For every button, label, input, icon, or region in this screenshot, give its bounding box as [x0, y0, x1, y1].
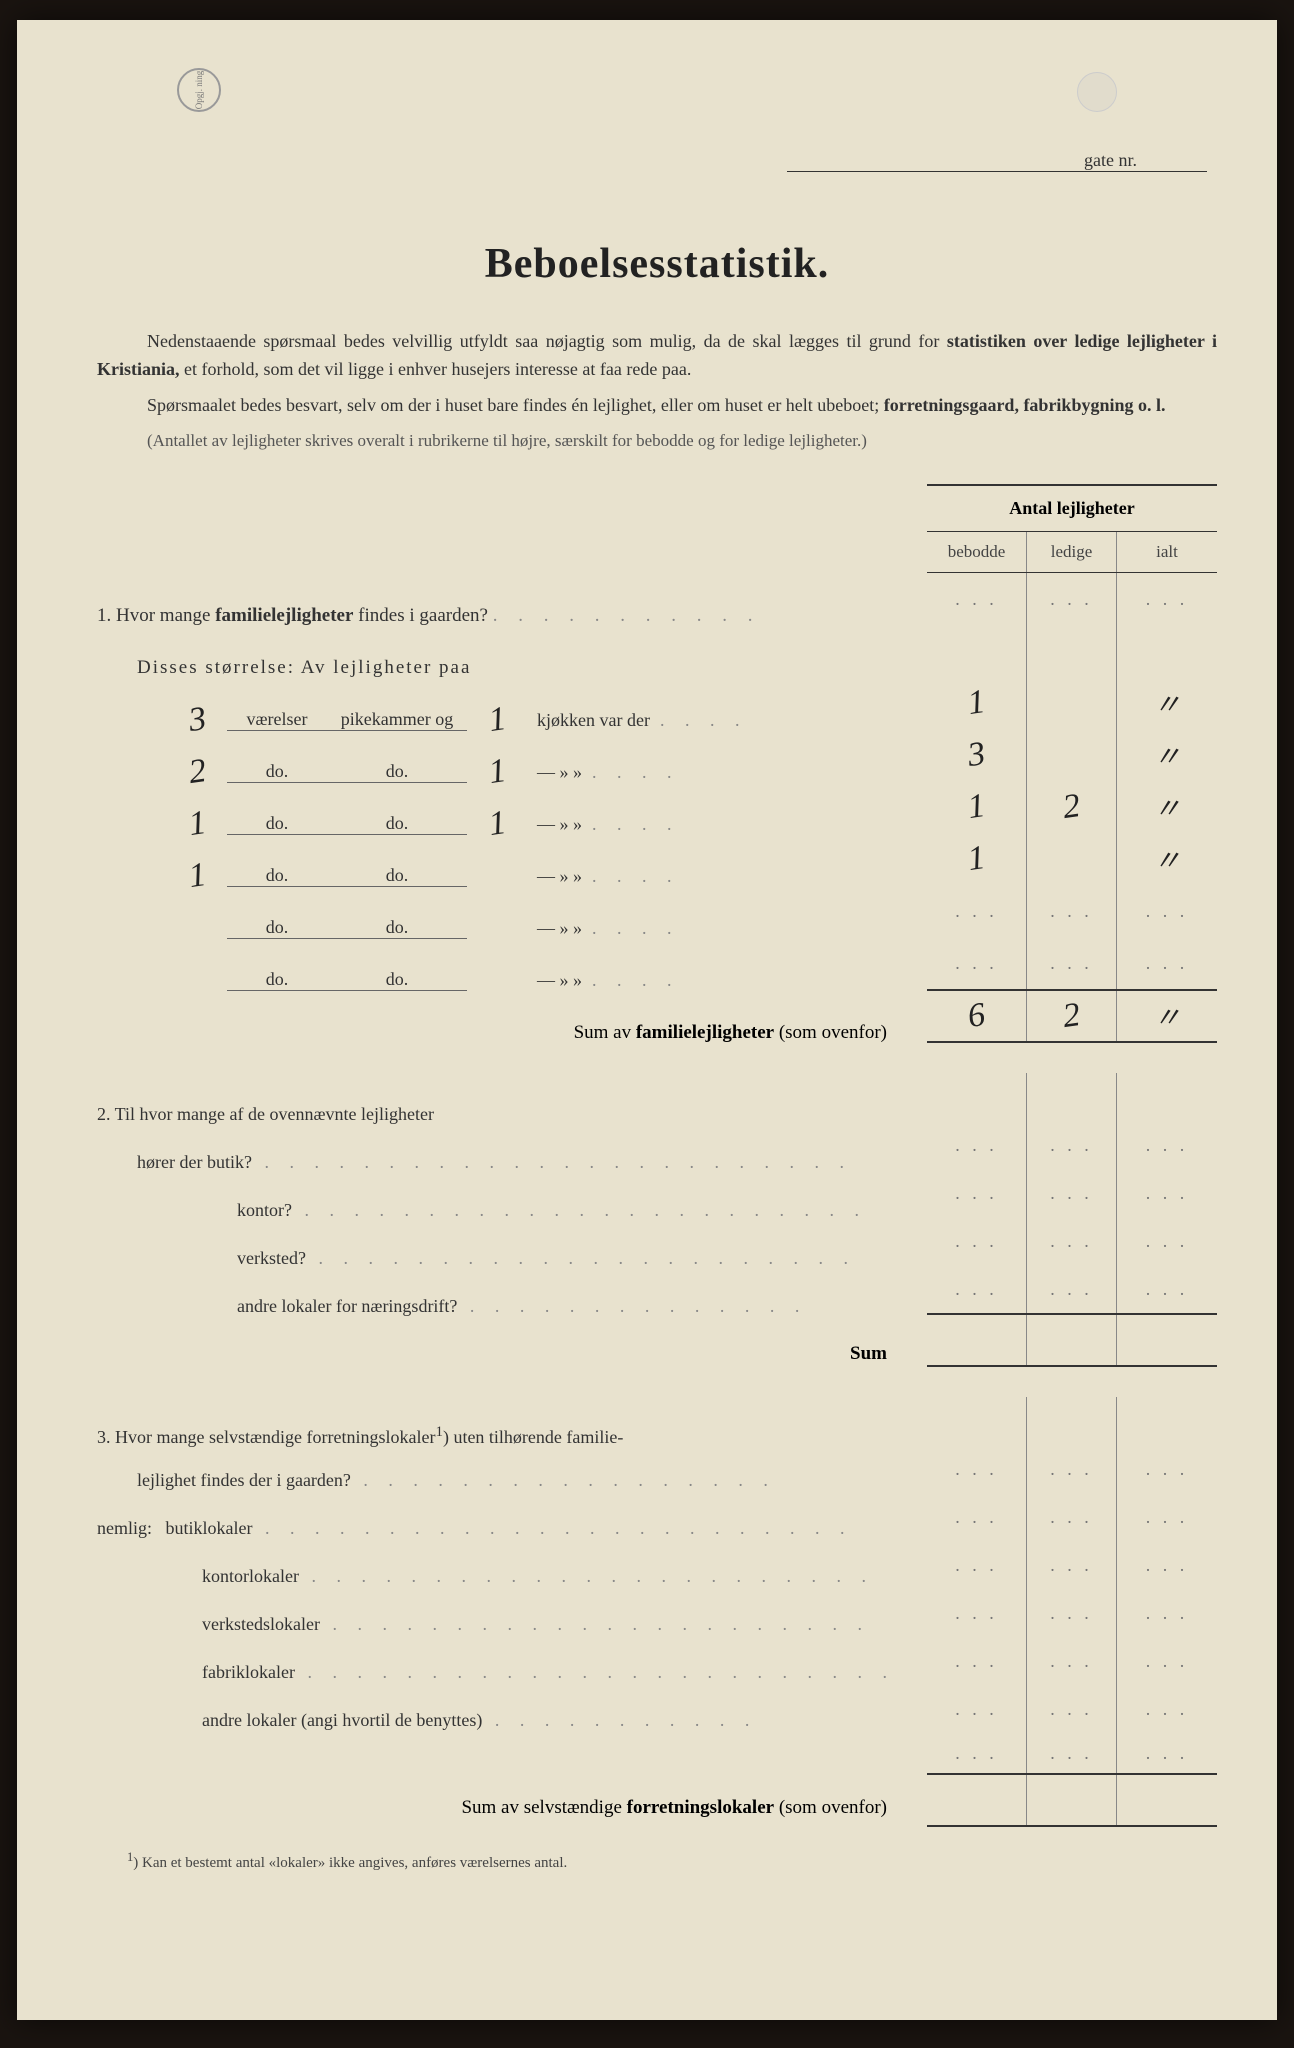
question-2: 2. Til hvor mange af de ovennævnte lejli…	[97, 1090, 907, 1138]
table-row: . . .. . .. . .	[927, 1121, 1217, 1169]
table-row: 1 〃	[927, 833, 1217, 885]
table-row: . . . . . . . . .	[927, 885, 1217, 937]
question-1-sub: Disses størrelse: Av lejligheter paa	[97, 642, 907, 694]
round-stamp-right	[1077, 72, 1117, 112]
q2-item: verksted? . . . . . . . . . . . . . . . …	[97, 1234, 907, 1282]
q3-item: verkstedslokaler . . . . . . . . . . . .…	[97, 1600, 907, 1648]
table-gap-row: . . .. . .. . .	[927, 1733, 1217, 1773]
cell-value: 〃	[1153, 839, 1181, 879]
sum-ledige: 2	[1060, 996, 1082, 1036]
question-1: 1. Hvor mange familielejligheter findes …	[97, 590, 907, 642]
gate-number-field: gate nr.	[787, 150, 1207, 172]
q3-item: andre lokaler (angi hvortil de benyttes)…	[97, 1696, 907, 1744]
table-row: . . .. . .. . .	[927, 1541, 1217, 1589]
stamp-text: Opgj. ning	[194, 71, 204, 110]
size-row: 1 do. do. 1 — » » . . . .	[97, 798, 907, 850]
cell-value: 1	[965, 839, 987, 879]
intro-paragraph-1: Nedenstaaende spørsmaal bedes velvillig …	[97, 328, 1217, 384]
cell-value: 〃	[1153, 683, 1181, 723]
table-row: . . . . . . . . .	[927, 937, 1217, 989]
question-2-line2: hører der butik? . . . . . . . . . . . .…	[97, 1138, 907, 1186]
table-gap-row	[927, 1397, 1217, 1445]
round-stamp-left: Opgj. ning	[177, 68, 221, 112]
document-page: Opgj. ning gate nr. Beboelsesstatistik. …	[17, 20, 1277, 2020]
col-bebodde: bebodde	[927, 532, 1027, 572]
size-row: 1 do. do. — » » . . . .	[97, 850, 907, 902]
sum-label-q2: Sum	[97, 1330, 907, 1378]
table-row: 1 2 〃	[927, 781, 1217, 833]
question-3-line2: lejlighet findes der i gaarden? . . . . …	[97, 1456, 907, 1504]
q3-item: kontorlokaler . . . . . . . . . . . . . …	[97, 1552, 907, 1600]
cell-value: 1	[965, 787, 987, 827]
table-header: Antal lejligheter bebodde ledige ialt	[927, 484, 1217, 573]
cell-value: 3	[965, 735, 987, 775]
kjokken-value: 1	[486, 804, 508, 844]
table-row: . . .. . .. . .	[927, 1589, 1217, 1637]
vaerelser-value: 1	[186, 856, 208, 896]
size-row: 3 værelser pikekammer og 1 kjøkken var d…	[97, 694, 907, 746]
table-gap-row: . . . . . . . . .	[927, 573, 1217, 625]
sum-ialt: 〃	[1153, 996, 1181, 1036]
kjokken-value: 1	[486, 752, 508, 792]
sum-row-q2	[927, 1313, 1217, 1367]
table-header-title: Antal lejligheter	[927, 486, 1217, 532]
table-row: 3 〃	[927, 729, 1217, 781]
table-row: . . .. . .. . .	[927, 1685, 1217, 1733]
count-table: Antal lejligheter bebodde ledige ialt . …	[927, 484, 1217, 1827]
col-ialt: ialt	[1117, 532, 1217, 572]
table-row: 1 〃	[927, 677, 1217, 729]
vaerelser-value: 1	[186, 804, 208, 844]
table-row: . . .. . .. . .	[927, 1637, 1217, 1685]
size-row: do. do. — » » . . . .	[97, 954, 907, 1006]
q3-item: fabriklokaler . . . . . . . . . . . . . …	[97, 1648, 907, 1696]
table-header-columns: bebodde ledige ialt	[927, 532, 1217, 572]
main-content: Antal lejligheter bebodde ledige ialt . …	[97, 484, 1217, 1872]
size-row: 2 do. do. 1 — » » . . . .	[97, 746, 907, 798]
cell-value: 1	[965, 683, 987, 723]
questions-column: 1. Hvor mange familielejligheter findes …	[97, 484, 927, 1832]
question-3: 3. Hvor mange selvstændige forretningslo…	[97, 1408, 907, 1456]
table-row: . . .. . .. . .	[927, 1493, 1217, 1541]
cell-value: 2	[1060, 787, 1082, 827]
table-row: . . .. . .. . .	[927, 1217, 1217, 1265]
kjokken-value: 1	[486, 700, 508, 740]
vaerelser-value: 2	[186, 752, 208, 792]
sum-bebodde: 6	[965, 996, 987, 1036]
q2-item: kontor? . . . . . . . . . . . . . . . . …	[97, 1186, 907, 1234]
intro-paragraph-2: Spørsmaalet bedes besvart, selv om der i…	[97, 392, 1217, 420]
q3-nemlig: nemlig: butiklokaler . . . . . . . . . .…	[97, 1504, 907, 1552]
table-row: . . .. . .. . .	[927, 1265, 1217, 1313]
size-row: do. do. — » » . . . .	[97, 902, 907, 954]
footnote: 1) Kan et bestemt antal «lokaler» ikke a…	[97, 1850, 1217, 1872]
intro-note: (Antallet av lejligheter skrives overalt…	[97, 428, 1217, 454]
gate-label: gate nr.	[1084, 150, 1137, 170]
sum-label-q3: Sum av selvstændige forretningslokaler (…	[97, 1784, 907, 1832]
cell-value: 〃	[1153, 787, 1181, 827]
vaerelser-value: 3	[186, 700, 208, 740]
cell-value: 〃	[1153, 735, 1181, 775]
col-ledige: ledige	[1027, 532, 1117, 572]
page-title: Beboelsesstatistik.	[97, 240, 1217, 288]
q2-item: andre lokaler for næringsdrift? . . . . …	[97, 1282, 907, 1330]
table-row: . . .. . .. . .	[927, 1445, 1217, 1493]
table-gap-row	[927, 1073, 1217, 1121]
table-row: . . .. . .. . .	[927, 1169, 1217, 1217]
sum-row-q1: 6 2 〃	[927, 989, 1217, 1043]
sum-row-q3	[927, 1773, 1217, 1827]
table-gap-row	[927, 625, 1217, 677]
sum-label-q1: Sum av familielejligheter (som ovenfor)	[97, 1006, 907, 1060]
